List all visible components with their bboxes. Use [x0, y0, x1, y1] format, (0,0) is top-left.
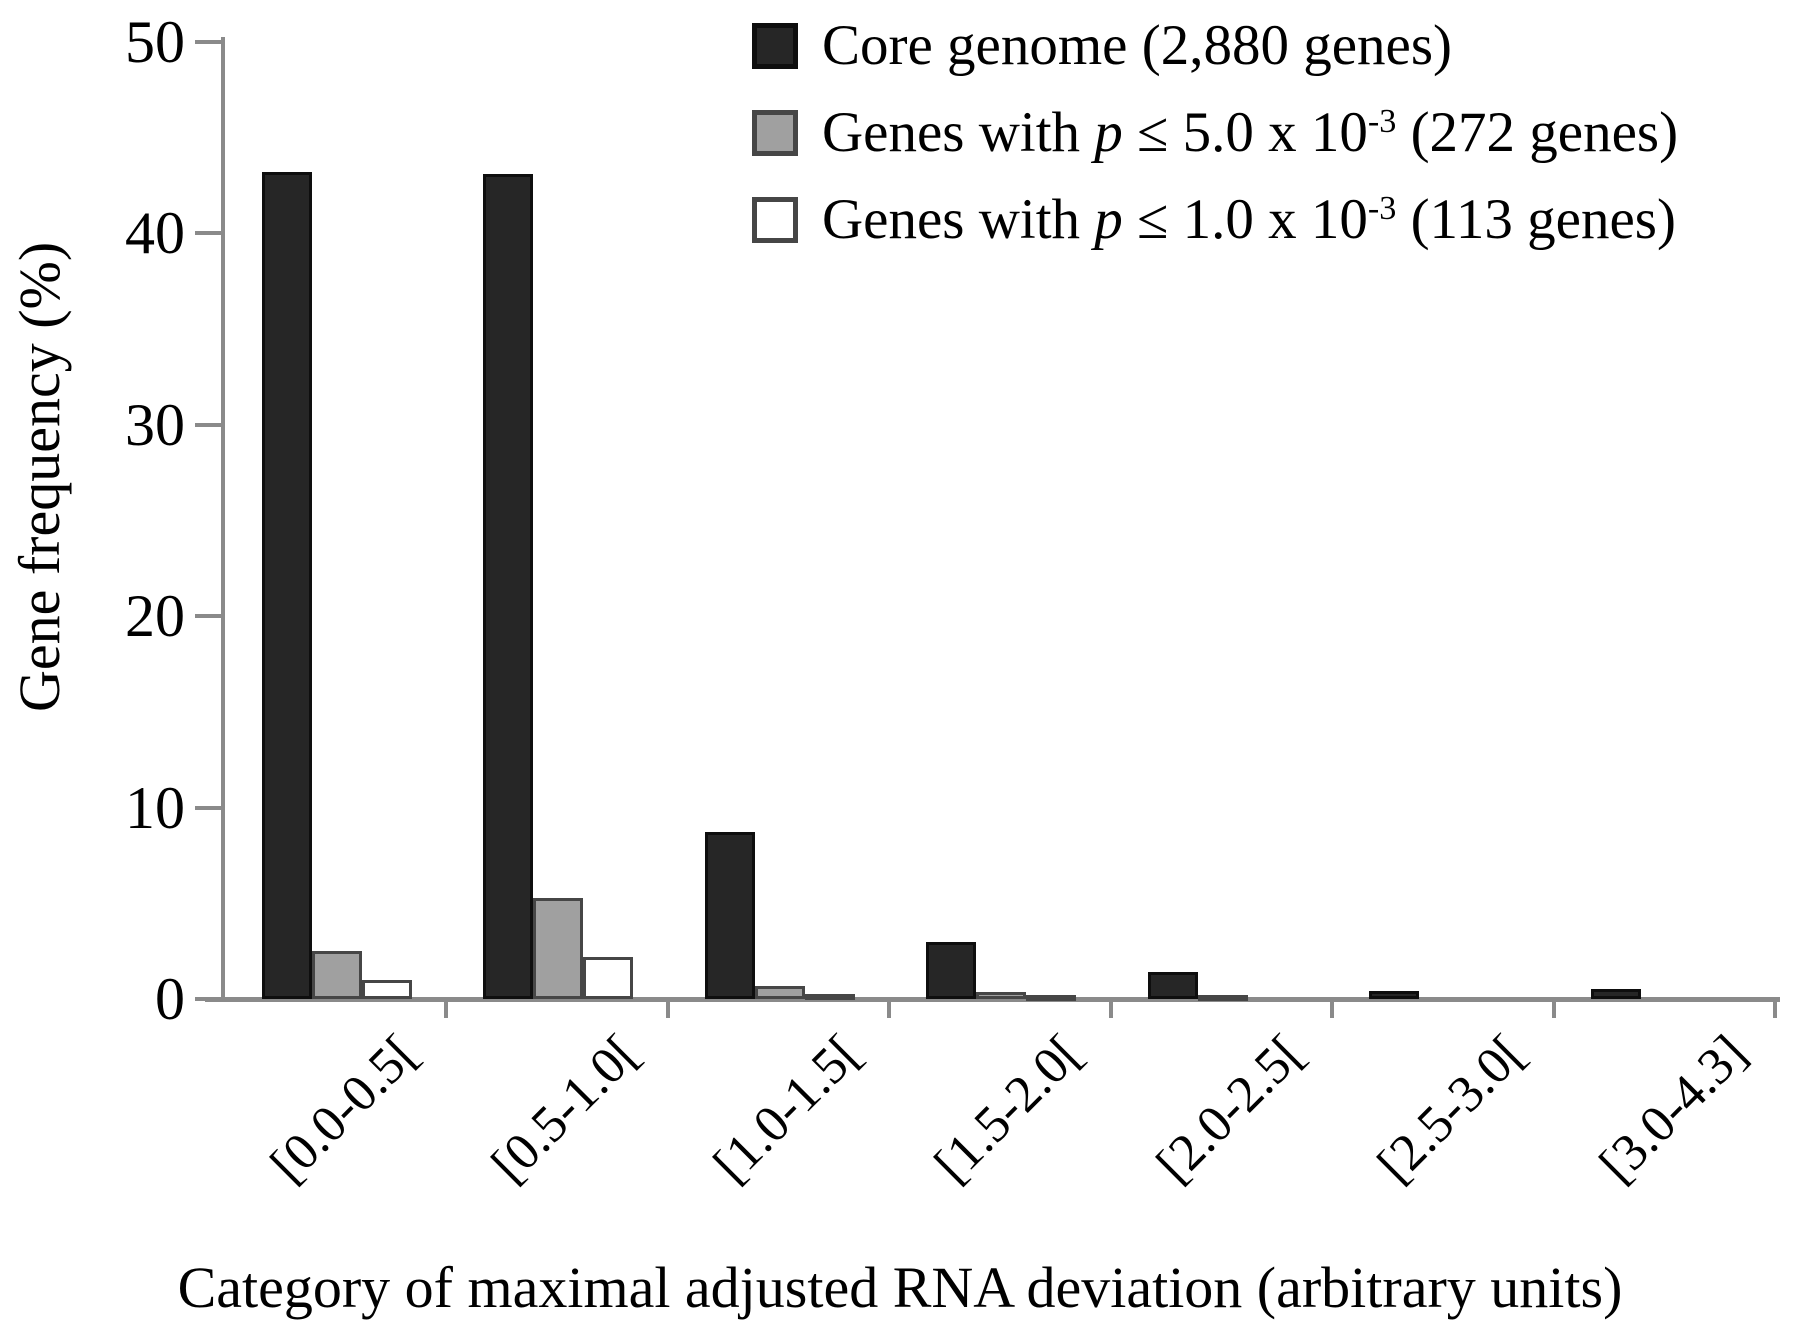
category-label: [3.0-4.3] — [1588, 1024, 1758, 1194]
legend-text-segment: (272 genes) — [1396, 101, 1679, 164]
y-axis-line — [221, 36, 225, 1001]
category-label: [1.0-1.5[ — [702, 1024, 872, 1194]
legend-label: Core genome (2,880 genes) — [822, 17, 1452, 74]
x-axis-tick — [1773, 1001, 1777, 1018]
x-axis-tick — [444, 1001, 449, 1018]
y-axis-tick — [195, 39, 223, 44]
y-axis-tick — [195, 805, 223, 810]
category-label: [2.0-2.5[ — [1145, 1024, 1315, 1194]
bar-series1-cat4 — [1197, 995, 1248, 1002]
black-swatch-icon — [752, 22, 798, 69]
bar-series1-cat2 — [754, 985, 805, 999]
legend-text-superscript: -3 — [1367, 103, 1397, 141]
y-axis-tick — [195, 614, 223, 618]
bar-series2-cat3 — [1026, 995, 1077, 1002]
x-axis-title: Category of maximal adjusted RNA deviati… — [177, 1255, 1623, 1320]
x-axis-tick — [887, 1001, 892, 1018]
y-tick-label: 40 — [125, 200, 185, 266]
bar-series1-cat0 — [312, 951, 362, 999]
white-swatch-icon — [752, 196, 798, 243]
legend: Core genome (2,880 genes) Genes with p ≤… — [752, 2, 1678, 263]
legend-item-p-5e-3: Genes with p ≤ 5.0 x 10-3 (272 genes) — [752, 89, 1678, 176]
y-tick-label: 10 — [125, 774, 185, 841]
bar-series0-cat0 — [262, 171, 312, 999]
legend-label: Genes with p ≤ 1.0 x 10-3 (113 genes) — [822, 191, 1676, 248]
legend-text-segment: ≤ 5.0 x 10 — [1122, 101, 1368, 164]
y-axis-tick — [195, 997, 223, 1001]
x-axis-tick — [665, 1001, 670, 1018]
legend-text-segment: ≤ 1.0 x 10 — [1122, 188, 1368, 251]
category-label: [1.5-2.0[ — [924, 1024, 1094, 1194]
category-label: [0.0-0.5[ — [259, 1024, 429, 1194]
x-axis-line — [205, 997, 1780, 1002]
bar-series2-cat0 — [362, 979, 412, 999]
legend-label: Genes with p ≤ 5.0 x 10-3 (272 genes) — [822, 104, 1678, 161]
bar-series0-cat3 — [926, 941, 977, 999]
gray-swatch-icon — [752, 109, 798, 156]
bar-series1-cat3 — [976, 992, 1027, 999]
legend-text-italic-p: p — [1094, 101, 1123, 164]
bar-series2-cat2 — [804, 994, 855, 1001]
legend-text-segment: Core genome (2,880 genes) — [822, 14, 1452, 77]
legend-text-segment: (113 genes) — [1396, 188, 1676, 251]
x-axis-tick — [1330, 1001, 1335, 1018]
y-tick-label: 30 — [125, 391, 185, 458]
y-tick-label: 0 — [155, 966, 185, 1032]
bar-series1-cat1 — [533, 897, 584, 999]
bar-series0-cat6 — [1590, 989, 1641, 999]
legend-item-p-1e-3: Genes with p ≤ 1.0 x 10-3 (113 genes) — [752, 176, 1678, 263]
category-label: [2.5-3.0[ — [1367, 1024, 1537, 1194]
legend-text-segment: Genes with — [822, 101, 1095, 164]
bar-series0-cat4 — [1147, 972, 1198, 999]
bar-series0-cat1 — [483, 173, 534, 999]
x-axis-tick — [1551, 1001, 1556, 1018]
y-tick-label: 20 — [125, 583, 185, 649]
bar-series0-cat5 — [1369, 991, 1420, 999]
y-tick-label: 50 — [125, 8, 185, 75]
legend-text-superscript: -3 — [1367, 190, 1397, 228]
y-axis-tick — [195, 422, 223, 427]
legend-text-segment: Genes with — [822, 188, 1095, 251]
legend-item-core-genome: Core genome (2,880 genes) — [752, 2, 1678, 89]
y-axis-tick — [195, 231, 223, 235]
category-label: [0.5-1.0[ — [481, 1024, 651, 1194]
x-axis-tick — [1108, 1001, 1113, 1018]
bar-series0-cat2 — [704, 832, 755, 999]
bar-series2-cat1 — [583, 956, 634, 999]
legend-text-italic-p: p — [1094, 188, 1123, 251]
